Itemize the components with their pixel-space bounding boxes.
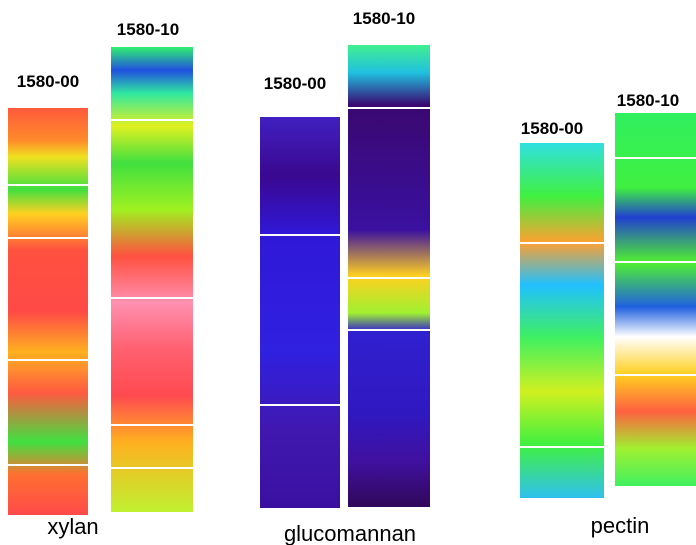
strip: [348, 45, 430, 507]
strip: [260, 117, 340, 508]
xylan-panel: 1580-00 1580-10 xylan: [8, 20, 193, 539]
sample-label: 1580-10: [353, 9, 415, 28]
sample-label: 1580-00: [264, 74, 326, 93]
strip: [8, 108, 88, 515]
pectin-panel: 1580-00 1580-10 pectin: [520, 91, 696, 538]
panel-name: glucomannan: [284, 521, 416, 545]
segment-gaps: [8, 107, 696, 469]
sample-label: 1580-10: [617, 91, 679, 110]
panel-name: pectin: [591, 513, 650, 538]
sample-label: 1580-00: [521, 119, 583, 138]
sample-label: 1580-00: [17, 72, 79, 91]
sample-label: 1580-10: [117, 20, 179, 39]
strip: [111, 47, 193, 512]
strip: [615, 113, 696, 486]
strip: [520, 143, 604, 498]
panel-name: xylan: [47, 514, 98, 539]
glucomannan-panel: 1580-00 1580-10 glucomannan: [260, 9, 430, 545]
